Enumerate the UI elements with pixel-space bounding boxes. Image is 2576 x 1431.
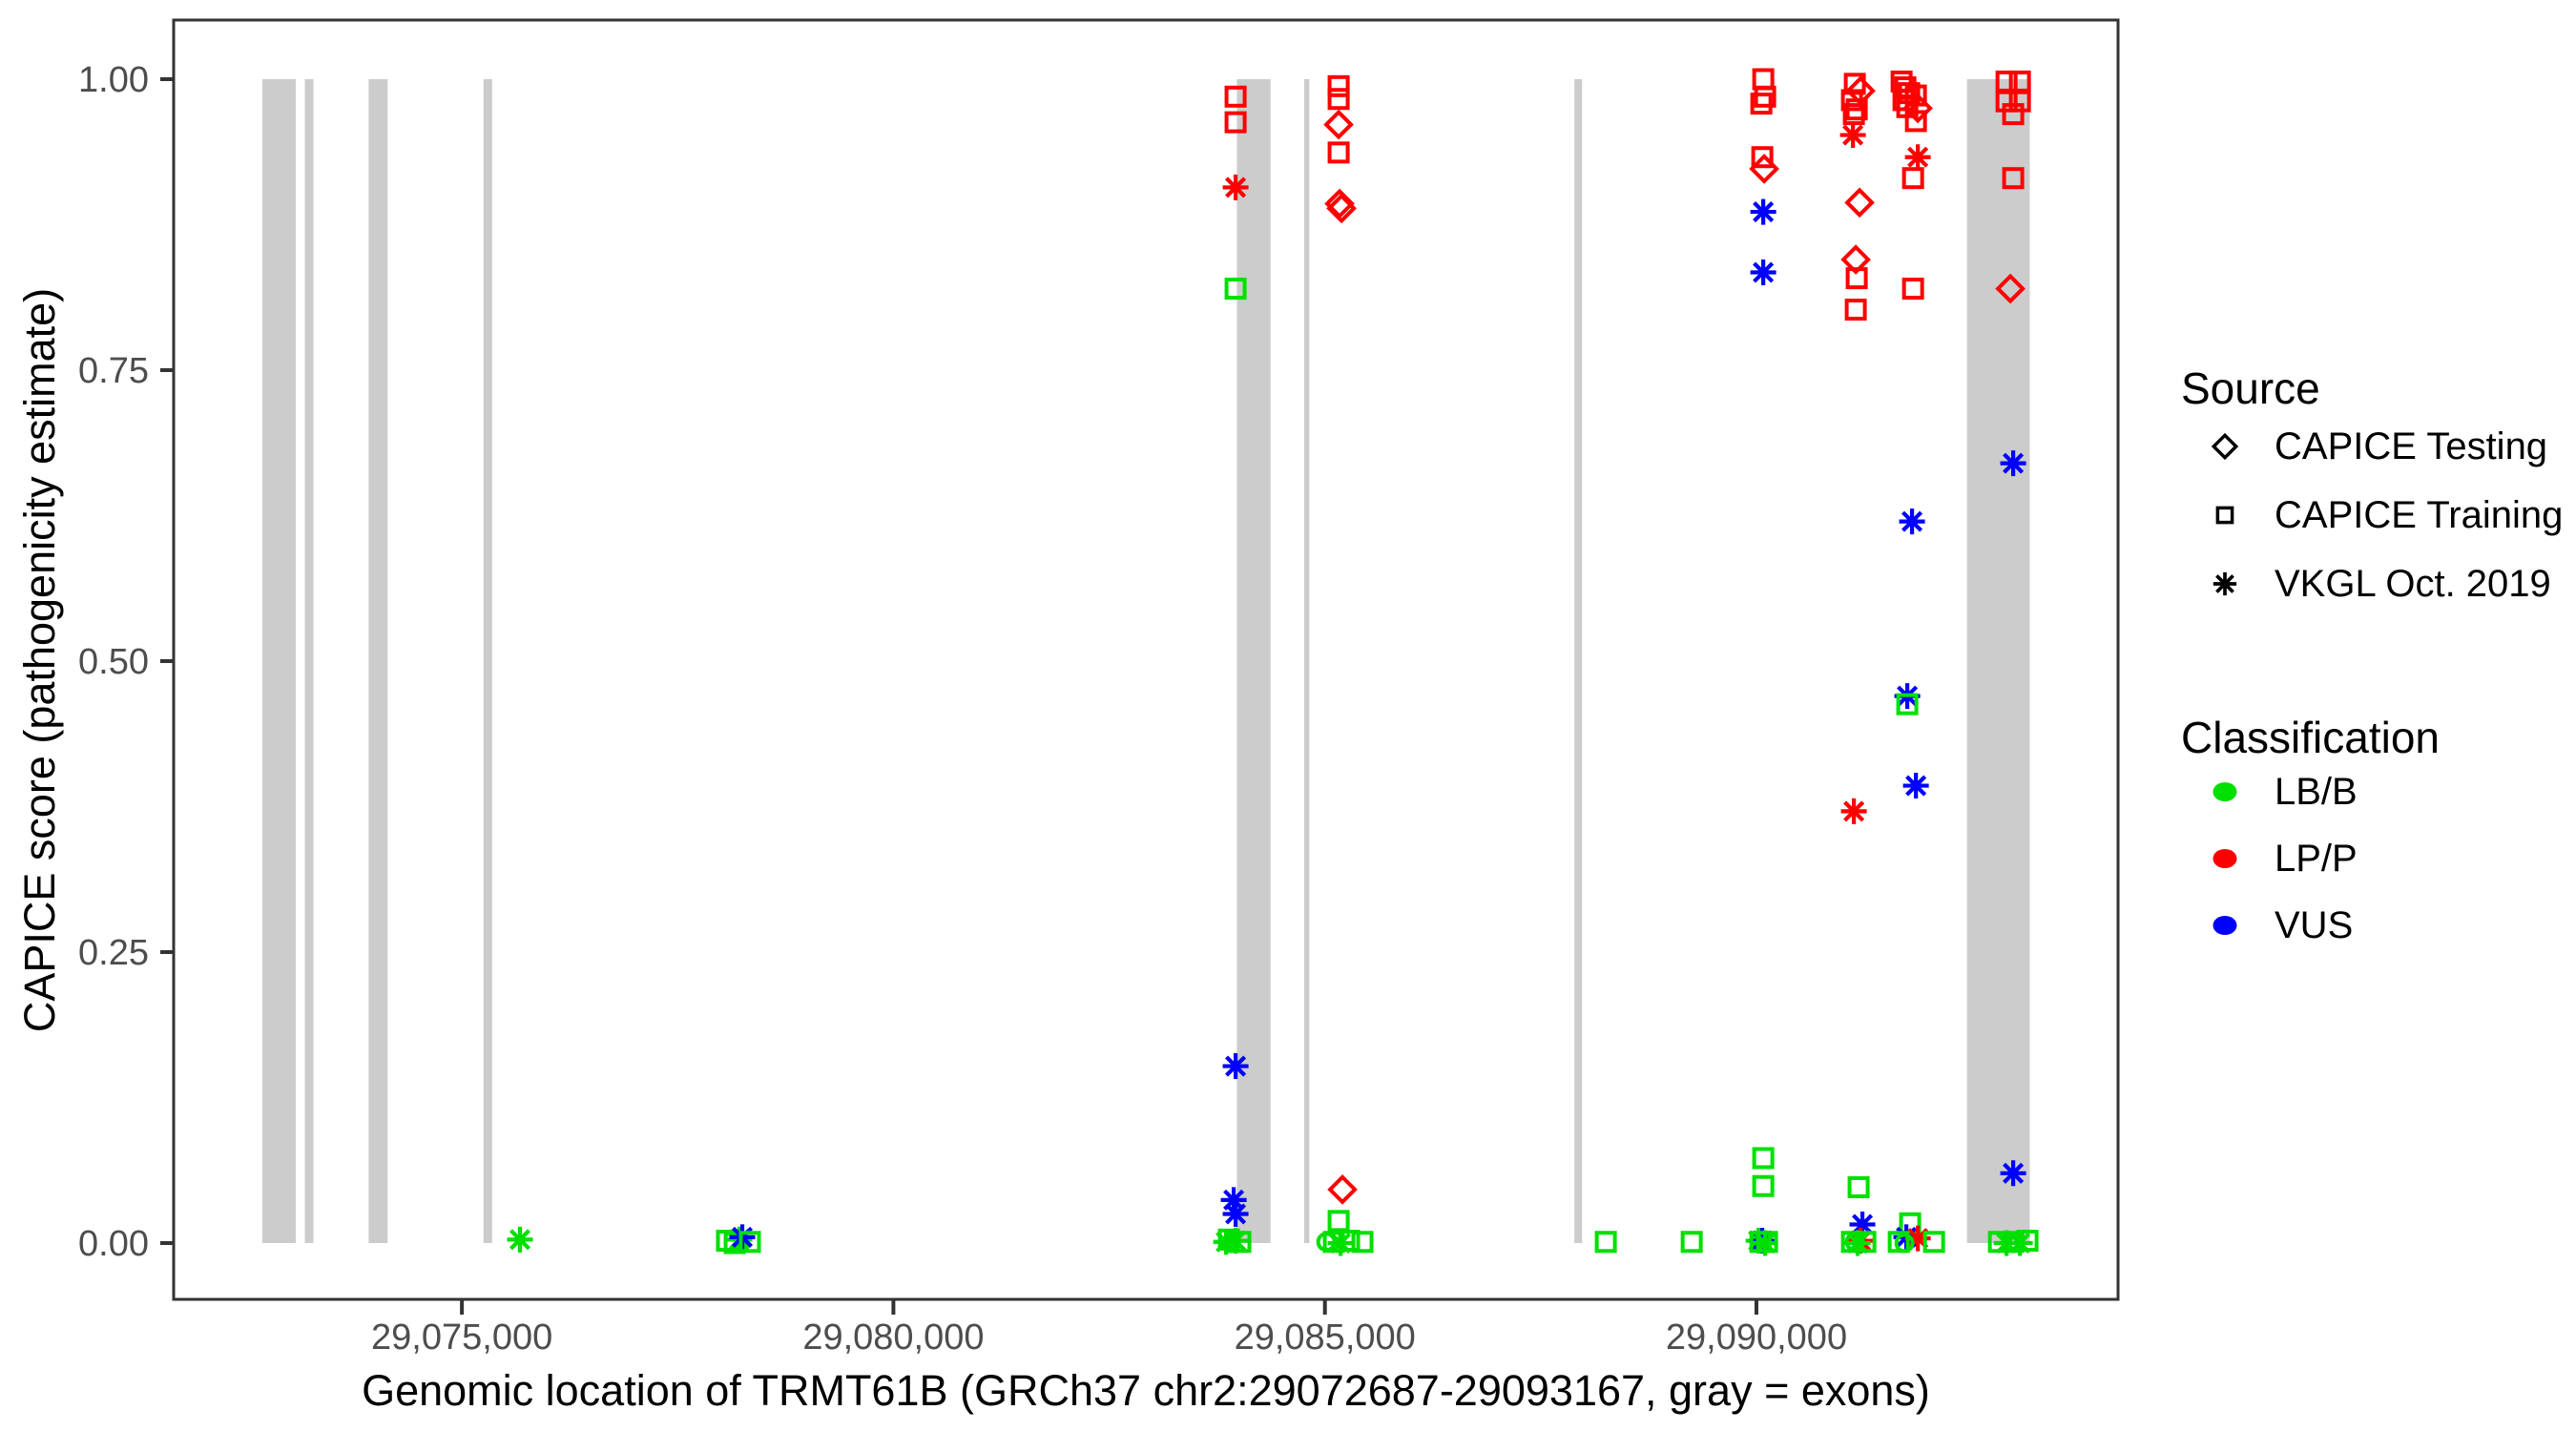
legend-source-title: Source (2181, 363, 2320, 413)
red-dot-icon (2212, 849, 2237, 868)
legend-classification-title: Classification (2181, 713, 2440, 762)
square-marker-icon (2215, 506, 2234, 525)
y-tick-label: 0.25 (78, 933, 149, 973)
legend-item-lpp: LP/P (2204, 832, 2358, 885)
green-dot-icon (2212, 782, 2237, 801)
legend: Source CAPICE Testing CAPICE Training VK… (2181, 363, 2576, 973)
asterisk-marker-icon (2212, 571, 2237, 596)
exon-bar (368, 79, 388, 1243)
y-tick-label: 0.00 (78, 1224, 149, 1264)
y-tick-label: 0.50 (78, 642, 149, 682)
legend-item-label: VUS (2275, 903, 2354, 946)
blue-dot-icon (2212, 916, 2237, 935)
x-tick-label: 29,090,000 (1666, 1317, 1847, 1358)
legend-item-vus: VUS (2204, 899, 2353, 952)
x-tick-label: 29,085,000 (1235, 1317, 1416, 1358)
exon-bar (261, 79, 296, 1243)
legend-item-label: LP/P (2275, 837, 2358, 880)
exon-bar (1574, 79, 1583, 1243)
x-tick-label: 29,080,000 (802, 1317, 984, 1358)
legend-item-label: VKGL Oct. 2019 (2275, 562, 2551, 605)
legend-item-capice-testing: CAPICE Testing (2204, 420, 2547, 473)
x-axis-title: Genomic location of TRMT61B (GRCh37 chr2… (362, 1366, 1930, 1415)
legend-item-label: LB/B (2275, 770, 2358, 813)
exon-bar (1236, 79, 1271, 1243)
exon-bar (1966, 79, 2030, 1243)
legend-item-label: CAPICE Training (2275, 493, 2564, 536)
y-tick-label: 0.75 (78, 351, 149, 391)
legend-item-capice-training: CAPICE Training (2204, 488, 2563, 542)
legend-item-label: CAPICE Testing (2275, 425, 2548, 467)
legend-item-lbb: LB/B (2204, 765, 2358, 819)
diamond-marker-icon (2211, 432, 2239, 461)
y-axis-title: CAPICE score (pathogenicity estimate) (15, 287, 64, 1033)
y-tick-label: 1.00 (78, 60, 149, 100)
data-points (507, 68, 2039, 1256)
exon-bar (1303, 79, 1310, 1243)
legend-item-vkgl: VKGL Oct. 2019 (2204, 557, 2551, 611)
exon-bar (304, 79, 314, 1243)
exon-bar (483, 79, 492, 1243)
x-tick-label: 29,075,000 (371, 1317, 552, 1358)
